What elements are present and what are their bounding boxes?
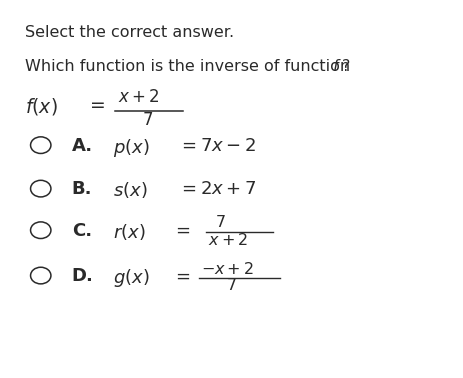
Text: =: = [90, 96, 106, 115]
Text: D.: D. [72, 267, 94, 285]
Text: =: = [175, 222, 190, 240]
Text: $x + 2$: $x + 2$ [208, 232, 248, 248]
Text: =: = [175, 267, 190, 285]
Text: $x + 2$: $x + 2$ [118, 88, 160, 106]
Text: $\mathit{r}(x)$: $\mathit{r}(x)$ [113, 222, 146, 242]
Text: 7: 7 [227, 278, 237, 293]
Text: Which function is the inverse of function: Which function is the inverse of functio… [25, 59, 356, 74]
Text: f: f [332, 59, 338, 74]
Text: $\mathit{g}(x)$: $\mathit{g}(x)$ [113, 267, 150, 289]
Text: ?: ? [342, 59, 350, 74]
Text: $= 2x + 7$: $= 2x + 7$ [178, 180, 257, 198]
Text: B.: B. [72, 180, 92, 198]
Text: 7: 7 [142, 111, 153, 129]
Text: $\mathit{p}(x)$: $\mathit{p}(x)$ [113, 137, 150, 159]
Text: $\mathit{s}(x)$: $\mathit{s}(x)$ [113, 180, 148, 200]
Text: $\mathit{f}(x)$: $\mathit{f}(x)$ [25, 96, 58, 118]
Text: 7: 7 [216, 215, 226, 231]
Text: $-x + 2$: $-x + 2$ [201, 261, 254, 277]
Text: Select the correct answer.: Select the correct answer. [25, 25, 235, 40]
Text: C.: C. [72, 222, 92, 240]
Text: $= 7x - 2$: $= 7x - 2$ [178, 137, 257, 155]
Text: A.: A. [72, 137, 93, 155]
